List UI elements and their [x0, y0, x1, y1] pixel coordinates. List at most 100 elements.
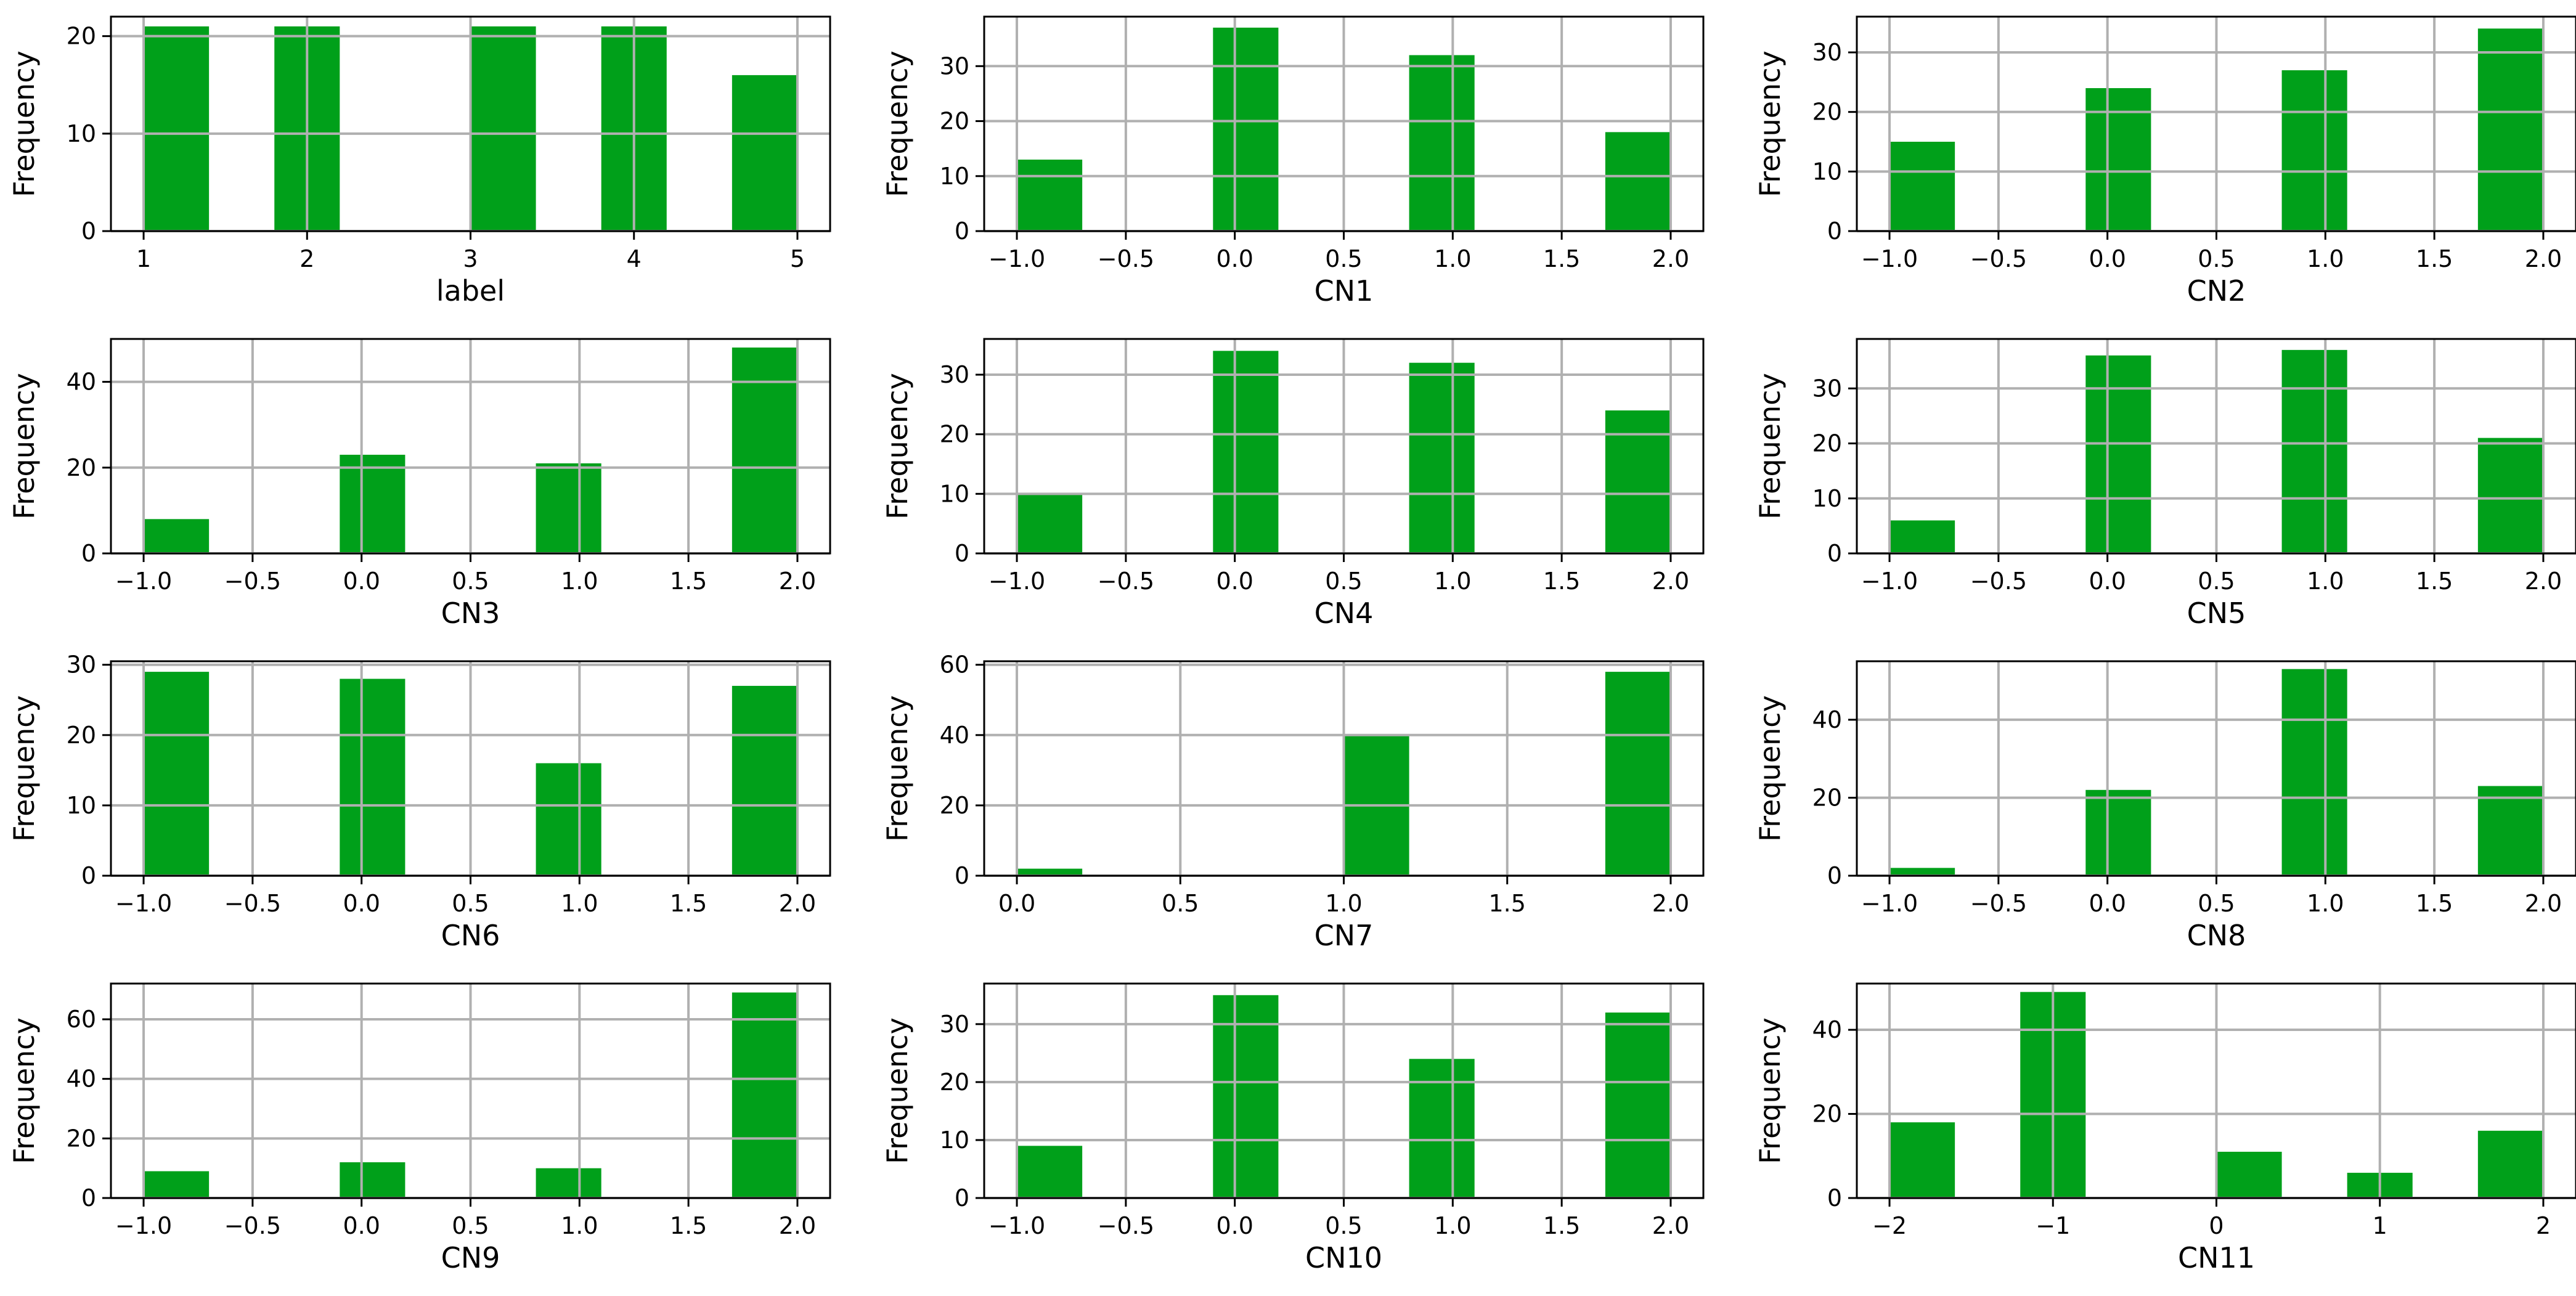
x-tick-label: −0.5 [1970, 890, 2027, 917]
y-tick-label: 0 [955, 540, 969, 567]
bar-label-0 [144, 26, 210, 232]
x-tick-label: 0.5 [1162, 890, 1199, 917]
histogram-CN8: −1.0 −0.5 0.0 0.5 1.0 1.5 2.0 0 20 40 CN8 Frequency [1753, 660, 2576, 952]
y-tick-label: 20 [1812, 1101, 1842, 1128]
bar-CN6-2 [536, 763, 601, 876]
x-tick-label: 0.0 [998, 890, 1035, 917]
x-axis-label: CN1 [1314, 274, 1374, 308]
x-tick-label: −0.5 [224, 1212, 281, 1239]
x-tick-label: 2.0 [2525, 245, 2562, 272]
x-tick-label: 1.5 [2416, 568, 2453, 595]
x-tick-label: 0.5 [1325, 1212, 1362, 1239]
x-tick-label: 2.0 [1652, 1212, 1689, 1239]
x-tick-label: 0.0 [2089, 890, 2126, 917]
y-tick-label: 20 [1812, 784, 1842, 811]
y-tick-label: 0 [955, 218, 969, 245]
x-axis-label: CN11 [2178, 1241, 2255, 1274]
x-tick-label: 0.5 [452, 1212, 489, 1239]
x-tick-label: 0.5 [452, 890, 489, 917]
y-axis-label: Frequency [1753, 695, 1787, 842]
x-tick-label: −1.0 [988, 1212, 1045, 1239]
x-tick-label: −1.0 [115, 890, 172, 917]
x-tick-label: −0.5 [224, 890, 281, 917]
x-axis-label: CN3 [441, 597, 500, 630]
x-tick-label: 1.0 [2307, 245, 2344, 272]
bar-CN10-3 [1605, 1013, 1671, 1198]
x-tick-label: 2.0 [779, 568, 816, 595]
x-tick-label: 1.5 [670, 1212, 707, 1239]
x-axis-label: CN5 [2187, 597, 2246, 630]
bar-CN1-3 [1605, 132, 1671, 231]
y-tick-label: 0 [81, 1184, 96, 1212]
bar-CN9-0 [144, 1171, 210, 1198]
x-tick-label: −1.0 [988, 568, 1045, 595]
x-tick-label: 3 [463, 245, 478, 272]
x-tick-label: 1.0 [2307, 568, 2344, 595]
histogram-CN9: −1.0 −0.5 0.0 0.5 1.0 1.5 2.0 0 20 40 60 CN9 Frequen… [7, 982, 831, 1274]
bar-CN9-2 [536, 1168, 601, 1198]
bar-CN2-1 [2085, 88, 2151, 231]
y-tick-label: 60 [67, 1006, 96, 1033]
x-tick-label: 1.0 [2307, 890, 2344, 917]
histogram-CN10: −1.0 −0.5 0.0 0.5 1.0 1.5 2.0 0 10 20 30 CN10 Freque… [881, 982, 1705, 1274]
x-tick-label: 0.5 [1325, 568, 1362, 595]
y-axis-label: Frequency [881, 1017, 914, 1164]
x-axis-label: CN2 [2187, 274, 2246, 308]
x-tick-label: 2.0 [779, 890, 816, 917]
x-tick-label: 0 [2209, 1212, 2223, 1239]
histogram-CN1: −1.0 −0.5 0.0 0.5 1.0 1.5 2.0 0 10 20 30 CN1 Frequen… [881, 15, 1705, 308]
x-tick-label: 1 [136, 245, 151, 272]
x-tick-label: 0.0 [1216, 568, 1253, 595]
bar-CN6-1 [340, 679, 406, 876]
bar-CN1-0 [1017, 160, 1083, 231]
bar-CN5-2 [2281, 349, 2347, 553]
x-tick-label: 1.5 [2416, 890, 2453, 917]
y-tick-label: 40 [1812, 706, 1842, 733]
bar-CN7-2 [1605, 672, 1671, 876]
x-tick-label: −0.5 [1098, 1212, 1154, 1239]
histogram-CN7: 0.0 0.5 1.0 1.5 2.0 0 20 40 60 CN7 Frequency [881, 651, 1705, 952]
x-tick-label: 1.5 [1543, 245, 1580, 272]
x-tick-label: −0.5 [1098, 568, 1154, 595]
x-tick-label: 0.0 [2089, 568, 2126, 595]
x-tick-label: 1.0 [561, 890, 598, 917]
y-tick-label: 40 [67, 1066, 96, 1093]
bar-CN11-4 [2477, 1130, 2543, 1198]
y-tick-label: 20 [67, 23, 96, 50]
x-tick-label: 1.5 [1489, 890, 1526, 917]
x-tick-label: 2 [2536, 1212, 2551, 1239]
y-tick-label: 0 [81, 218, 96, 245]
bar-label-4 [732, 75, 797, 231]
y-tick-label: 10 [67, 792, 96, 819]
x-tick-label: 1.5 [1543, 568, 1580, 595]
y-tick-label: 0 [1827, 218, 1842, 245]
bar-CN1-1 [1213, 27, 1279, 231]
x-tick-label: 1.0 [1434, 1212, 1471, 1239]
bar-CN3-3 [732, 347, 797, 553]
x-axis-label: CN8 [2187, 919, 2246, 952]
x-tick-label: 0.0 [343, 890, 380, 917]
bar-CN3-1 [340, 454, 406, 553]
y-tick-label: 30 [1812, 39, 1842, 66]
x-tick-label: 2.0 [779, 1212, 816, 1239]
x-tick-label: 1.5 [670, 890, 707, 917]
x-tick-label: −1.0 [1861, 245, 1918, 272]
x-tick-label: 2.0 [1652, 245, 1689, 272]
x-tick-label: −2 [1872, 1212, 1907, 1239]
y-tick-label: 20 [940, 1069, 969, 1096]
y-axis-label: Frequency [7, 373, 41, 520]
bar-CN11-0 [1889, 1122, 1955, 1198]
x-tick-label: −1.0 [115, 568, 172, 595]
bar-CN10-0 [1017, 1146, 1083, 1198]
bar-CN4-0 [1017, 494, 1083, 553]
bar-CN4-3 [1605, 410, 1671, 553]
bar-CN3-0 [144, 519, 210, 553]
x-tick-label: 0.5 [2198, 245, 2235, 272]
y-axis-label: Frequency [1753, 51, 1787, 197]
histogram-CN3: −1.0 −0.5 0.0 0.5 1.0 1.5 2.0 0 20 40 CN3 Frequency [7, 338, 831, 630]
y-tick-label: 30 [1812, 375, 1842, 402]
y-axis-label: Frequency [1753, 1017, 1787, 1164]
y-tick-label: 20 [67, 454, 96, 481]
x-tick-label: 1.5 [1543, 1212, 1580, 1239]
